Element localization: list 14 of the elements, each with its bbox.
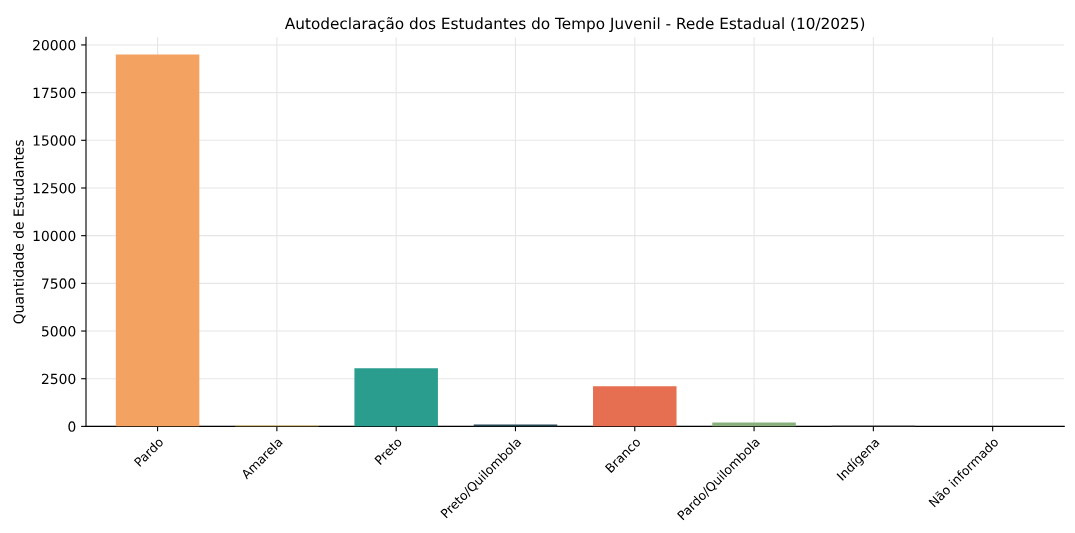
y-tick-label: 10000 [33,230,76,242]
y-tick-label: 5000 [42,326,76,337]
y-tick-label: 12500 [33,182,76,194]
bar [354,368,438,427]
chart-title: Autodeclaração dos Estudantes do Tempo Juvenil - Rede Estadual (10/2025) [284,17,865,33]
bar [115,54,200,427]
y-axis-title: Quantidade de Estudantes [13,140,26,324]
y-tick-label: 17500 [33,87,76,99]
y-tick-label: 0 [68,421,76,432]
y-tick-label: 15000 [33,135,76,146]
y-tick-label: 7500 [42,278,76,289]
y-tick-label: 2500 [41,373,76,385]
bar [593,386,677,427]
y-tick-label: 20000 [33,39,76,51]
